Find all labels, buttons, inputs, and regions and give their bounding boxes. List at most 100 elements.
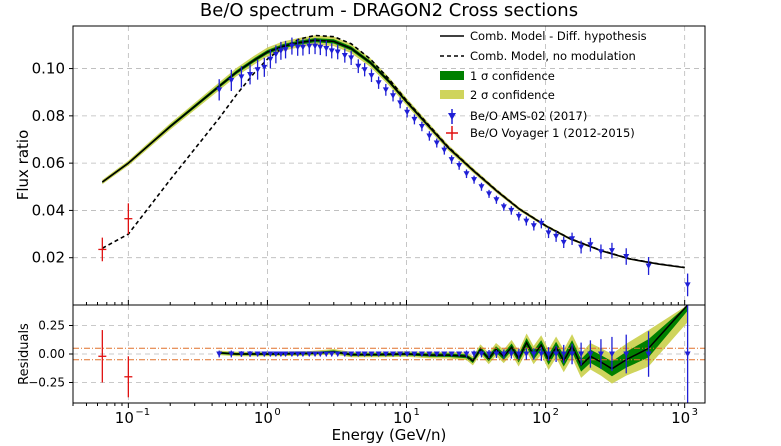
ams-data-point	[411, 114, 418, 125]
ams-data-point	[294, 38, 301, 56]
legend-label-no-modulation: Comb. Model, no modulation	[470, 49, 636, 63]
ams-data-marker	[247, 71, 254, 78]
residual-ams-point	[538, 347, 545, 361]
residual-ams-marker	[368, 351, 375, 357]
residual-ams-marker	[418, 351, 425, 357]
residual-ams-marker	[317, 351, 324, 357]
ams-data-marker	[456, 163, 463, 169]
main-y-ticks: 0.02 0.04 0.06 0.08 0.10	[32, 60, 73, 267]
residual-ams-point	[267, 351, 274, 357]
ams-data-marker	[684, 282, 691, 288]
ams-data-point	[623, 248, 630, 265]
ams-data-marker	[390, 93, 397, 99]
residual-ams-marker	[341, 351, 348, 357]
ams-data-point	[418, 121, 425, 132]
residual-ams-marker	[441, 351, 448, 357]
residual-ams-marker	[486, 351, 493, 357]
residual-ams-point	[448, 351, 455, 357]
voyager-data-point	[98, 237, 107, 262]
legend-label-voyager: Be/O Voyager 1 (2012-2015)	[470, 126, 635, 140]
ams-data-marker	[312, 43, 319, 50]
ams-data-marker	[587, 242, 594, 248]
residual-ams-marker	[312, 351, 319, 357]
residual-ams-marker	[299, 351, 306, 357]
ams-data-point	[553, 230, 560, 242]
ams-data-point	[267, 49, 274, 69]
ams-data-point	[288, 37, 295, 55]
residual-ams-marker	[553, 351, 560, 357]
voyager-data-point	[124, 203, 133, 235]
ams-data-point	[433, 138, 440, 148]
ams-data-marker	[348, 55, 355, 61]
residual-reference-lines	[73, 347, 705, 361]
ams-data-point	[216, 79, 223, 101]
ams-data-point	[390, 90, 397, 102]
main-band-2sigma	[102, 35, 685, 269]
residual-ams-point	[486, 350, 493, 358]
ams-data-point	[238, 66, 245, 88]
ams-data-marker	[463, 171, 470, 177]
legend-label-1sigma: 1 σ confidence	[470, 69, 555, 83]
ams-data-marker	[508, 207, 515, 214]
ams-data-point	[426, 131, 433, 141]
residual-ams-marker	[404, 351, 411, 357]
residual-ams-marker	[560, 351, 567, 357]
residual-ams-marker	[569, 351, 576, 357]
residual-ams-point	[578, 342, 585, 366]
residual-y-axis-label: Residuals	[17, 323, 32, 385]
ams-data-point	[538, 218, 545, 229]
ams-data-point	[508, 206, 515, 215]
residual-ams-point	[254, 351, 261, 357]
ams-data-marker	[299, 44, 306, 51]
x-axis-label: Energy (GeV/n)	[332, 426, 447, 444]
ams-data-marker	[288, 43, 295, 50]
residual-ams-marker	[254, 351, 261, 357]
residual-ams-point	[368, 351, 375, 357]
ams-data-point	[471, 175, 478, 184]
ams-data-marker	[306, 43, 313, 50]
ams-data-marker	[645, 263, 652, 269]
residual-ams-marker	[471, 351, 478, 357]
residual-ams-marker	[448, 351, 455, 357]
ams-data-point	[361, 63, 368, 77]
residual-ams-point	[355, 351, 362, 357]
ams-data-marker	[560, 239, 567, 246]
residual-ams-marker	[334, 351, 341, 357]
main-bands	[102, 35, 685, 269]
residual-ams-point	[587, 340, 594, 368]
ams-data-marker	[471, 177, 478, 183]
main-panel-frame	[72, 25, 706, 306]
ams-data-marker	[267, 56, 274, 63]
residual-ams-point	[597, 339, 604, 369]
main-y-tick-label: 0.02	[32, 249, 65, 267]
ams-data-marker	[515, 213, 522, 220]
ams-data-point	[500, 202, 507, 211]
residual-ams-marker	[390, 351, 397, 357]
residual-ams-point	[228, 350, 235, 358]
ams-data-marker	[361, 67, 368, 73]
legend-label-comb-model: Comb. Model - Diff. hypothesis	[470, 29, 647, 43]
ams-data-point	[277, 41, 284, 60]
ams-data-marker	[623, 254, 630, 260]
residual-ams-point	[238, 351, 245, 357]
ams-data-marker	[334, 49, 341, 56]
ams-data-point	[486, 189, 493, 198]
main-data-points	[98, 37, 691, 297]
residual-ams-point	[247, 351, 254, 357]
residual-ams-point	[397, 351, 404, 357]
ams-data-point	[382, 83, 389, 96]
ams-data-point	[312, 38, 319, 55]
residual-ams-point	[306, 351, 313, 357]
ams-data-marker	[272, 51, 279, 58]
comb-model-line	[101, 39, 685, 269]
residual-ams-point	[471, 350, 478, 358]
residual-ams-point	[426, 351, 433, 357]
ams-data-marker	[254, 67, 261, 73]
residual-ams-marker	[267, 351, 274, 357]
legend: Comb. Model - Diff. hypothesis Comb. Mod…	[440, 29, 647, 140]
ams-data-point	[493, 195, 500, 204]
x-tick-exponent: 0	[274, 407, 280, 418]
residual-ams-point	[299, 351, 306, 357]
residual-ams-point	[282, 351, 289, 357]
